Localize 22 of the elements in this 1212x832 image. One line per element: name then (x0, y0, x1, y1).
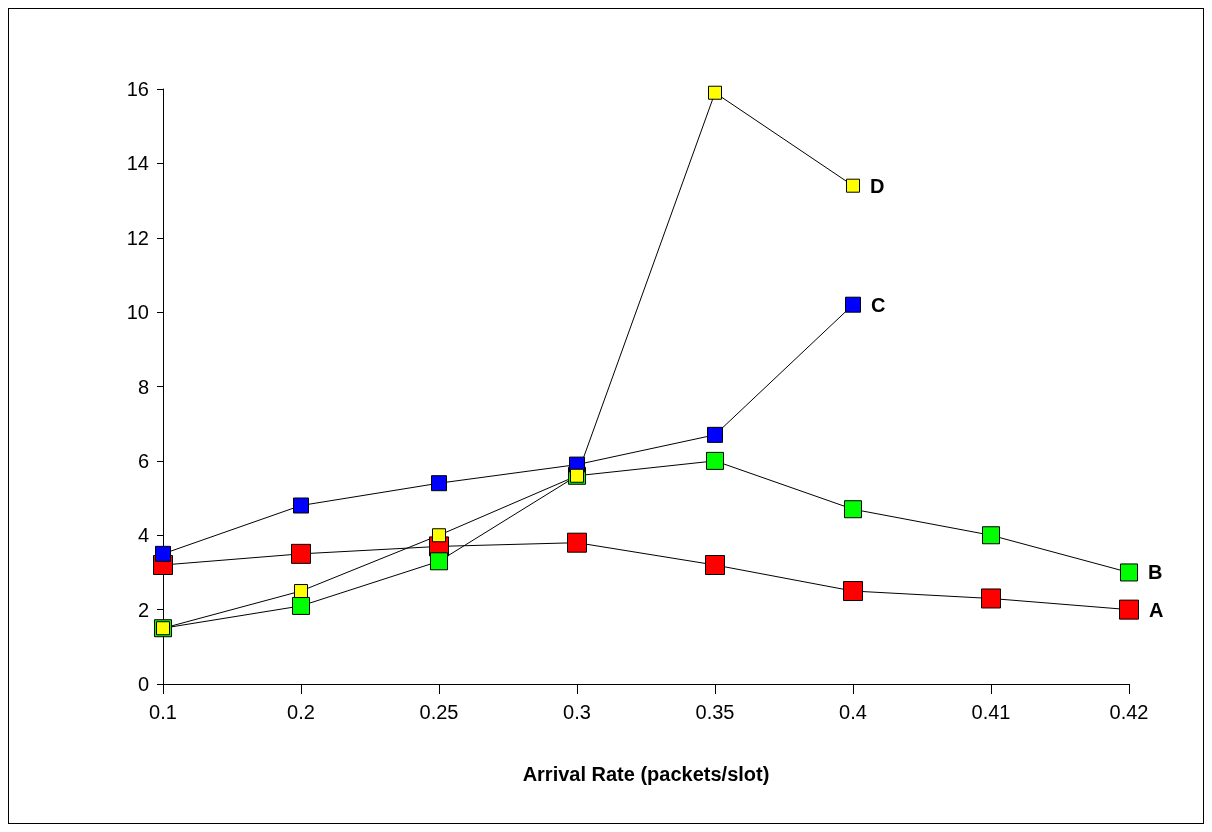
series-label: C (871, 293, 886, 316)
series-label: B (1148, 561, 1163, 584)
x-tick-label: 0.4 (839, 701, 867, 723)
y-tick-label: 2 (137, 598, 149, 621)
y-tick-label: 14 (126, 152, 149, 175)
y-tick-label: 0 (137, 673, 149, 695)
x-tick-label: 0.35 (695, 701, 735, 723)
y-tick-label: 6 (137, 449, 149, 472)
x-tick-label: 0.42 (1109, 701, 1149, 723)
series-label: D (870, 174, 885, 197)
x-tick-label: 0.2 (287, 701, 315, 723)
x-tick-label: 0.25 (419, 701, 459, 723)
series-label: A (1149, 598, 1164, 621)
x-axis-title: Arrival Rate (packets/slot) (522, 763, 770, 785)
x-tick-label: 0.1 (149, 701, 177, 723)
y-tick-label: 4 (137, 524, 149, 547)
y-tick-label: 8 (137, 375, 149, 398)
y-tick-label: 10 (126, 301, 149, 324)
x-tick-label: 0.41 (971, 701, 1011, 723)
x-tick-label: 0.3 (563, 701, 591, 723)
y-tick-label: 12 (126, 226, 149, 249)
y-tick-label: 16 (126, 78, 149, 100)
